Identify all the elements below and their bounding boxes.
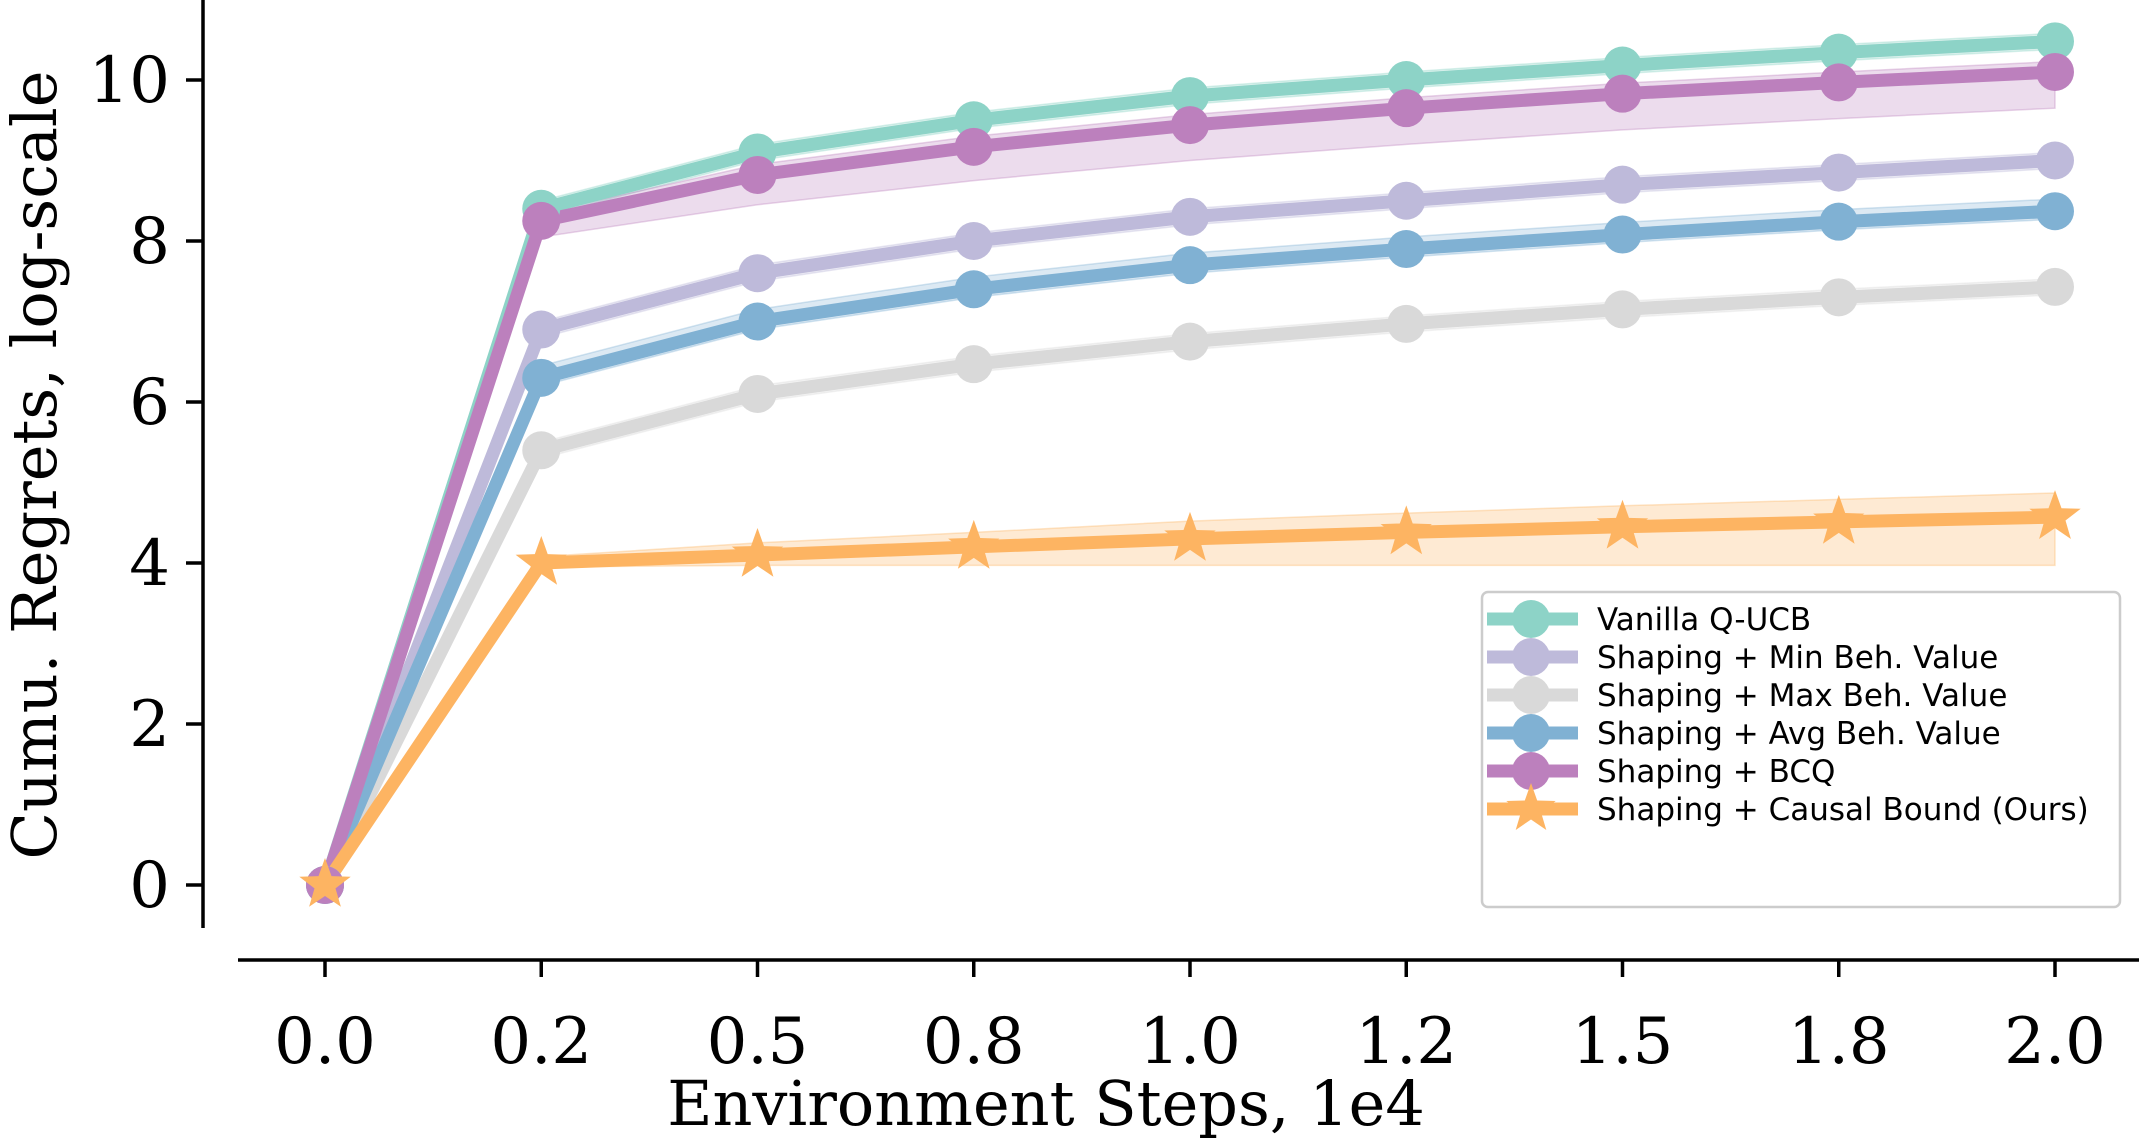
marker-shaping-causal-bound-ours-5 bbox=[1380, 505, 1432, 555]
x-tick-label-5: 1.2 bbox=[1355, 1005, 1457, 1079]
marker-shaping-causal-bound-ours-1 bbox=[515, 536, 567, 585]
marker-shaping-min-beh-value-6 bbox=[1603, 165, 1642, 204]
x-tick-label-4: 1.0 bbox=[1139, 1005, 1241, 1079]
series-markers bbox=[299, 22, 2081, 907]
x-tick-label-6: 1.5 bbox=[1572, 1005, 1674, 1079]
marker-shaping-avg-beh-value-5 bbox=[1387, 230, 1426, 269]
marker-shaping-max-beh-value-3 bbox=[954, 345, 993, 384]
legend-shaping-avg-beh-value-label: Shaping + Avg Beh. Value bbox=[1597, 716, 2001, 752]
marker-shaping-bcq-2 bbox=[738, 155, 777, 194]
x-tick-label-7: 1.8 bbox=[1788, 1005, 1890, 1079]
legend-shaping-bcq-label: Shaping + BCQ bbox=[1597, 754, 1835, 790]
legend-frame bbox=[1480, 590, 2122, 909]
marker-vanilla-q-ucb-6 bbox=[1603, 46, 1642, 85]
marker-shaping-causal-bound-ours-0 bbox=[299, 858, 351, 907]
y-tick-label-0: 0 bbox=[129, 849, 170, 923]
marker-shaping-max-beh-value-7 bbox=[1819, 278, 1858, 317]
marker-vanilla-q-ucb-7 bbox=[1819, 33, 1858, 72]
marker-shaping-avg-beh-value-8 bbox=[2036, 192, 2074, 231]
x-tick-label-2: 0.5 bbox=[707, 1005, 809, 1079]
marker-vanilla-q-ucb-8 bbox=[2036, 22, 2074, 61]
marker-shaping-min-beh-value-3 bbox=[954, 222, 993, 260]
marker-shaping-causal-bound-ours-3 bbox=[948, 519, 1000, 569]
marker-vanilla-q-ucb-3 bbox=[954, 101, 993, 140]
x-tick-label-3: 0.8 bbox=[923, 1005, 1025, 1079]
y-tick-label-5: 10 bbox=[89, 44, 170, 118]
marker-shaping-bcq-4 bbox=[1171, 106, 1209, 145]
x-tick-label-8: 2.0 bbox=[2004, 1005, 2106, 1079]
marker-shaping-causal-bound-ours-7 bbox=[1813, 494, 1865, 544]
marker-shaping-min-beh-value-2 bbox=[738, 254, 777, 293]
marker-shaping-bcq-5 bbox=[1387, 89, 1426, 128]
marker-shaping-min-beh-value-4 bbox=[1171, 197, 1209, 236]
marker-shaping-max-beh-value-1 bbox=[522, 431, 561, 470]
band-shaping-causal-bound-ours bbox=[324, 492, 2056, 886]
marker-shaping-causal-bound-ours-6 bbox=[1596, 499, 1649, 549]
legend-shaping-min-beh-value-label: Shaping + Min Beh. Value bbox=[1597, 640, 1998, 676]
marker-shaping-causal-bound-ours-2 bbox=[731, 528, 784, 577]
y-axis-title: Cumu. Regrets, log-scale bbox=[0, 71, 71, 860]
y-tick-label-4: 8 bbox=[129, 205, 170, 279]
marker-shaping-bcq-3 bbox=[954, 127, 993, 166]
y-tick-label-3: 6 bbox=[129, 366, 170, 440]
legend-shaping-causal-bound-ours-label: Shaping + Causal Bound (Ours) bbox=[1597, 792, 2089, 828]
marker-shaping-max-beh-value-8 bbox=[2036, 267, 2074, 306]
x-tick-label-1: 0.2 bbox=[490, 1005, 592, 1079]
marker-shaping-avg-beh-value-6 bbox=[1603, 215, 1642, 254]
marker-shaping-min-beh-value-7 bbox=[1819, 153, 1858, 192]
marker-shaping-min-beh-value-1 bbox=[522, 310, 561, 349]
marker-shaping-bcq-1 bbox=[522, 201, 561, 240]
legend-shaping-bcq-marker bbox=[1512, 752, 1550, 790]
marker-shaping-causal-bound-ours-4 bbox=[1164, 511, 1216, 561]
marker-shaping-avg-beh-value-2 bbox=[738, 302, 777, 341]
marker-shaping-avg-beh-value-1 bbox=[522, 358, 561, 397]
y-tick-label-1: 2 bbox=[129, 688, 170, 762]
marker-shaping-causal-bound-ours-8 bbox=[2029, 490, 2081, 539]
marker-shaping-bcq-8 bbox=[2036, 52, 2074, 91]
legend-vanilla-q-ucb-marker bbox=[1512, 600, 1550, 638]
legend-shaping-causal-bound-ours-marker bbox=[1506, 783, 1556, 830]
legend-shaping-max-beh-value-label: Shaping + Max Beh. Value bbox=[1597, 678, 2007, 714]
legend-shaping-max-beh-value-marker bbox=[1512, 676, 1550, 714]
legend-shaping-min-beh-value-marker bbox=[1512, 638, 1550, 676]
marker-shaping-min-beh-value-8 bbox=[2036, 141, 2074, 180]
marker-shaping-max-beh-value-5 bbox=[1387, 304, 1426, 343]
marker-shaping-bcq-6 bbox=[1603, 74, 1642, 113]
marker-shaping-avg-beh-value-4 bbox=[1171, 246, 1209, 285]
x-tick-label-0: 0.0 bbox=[274, 1005, 376, 1079]
marker-shaping-max-beh-value-6 bbox=[1603, 290, 1642, 329]
y-tick-label-2: 4 bbox=[129, 527, 170, 601]
x-axis-title: Environment Steps, 1e4 bbox=[667, 1067, 1425, 1140]
marker-vanilla-q-ucb-5 bbox=[1387, 61, 1426, 99]
marker-shaping-max-beh-value-2 bbox=[738, 374, 777, 413]
marker-shaping-avg-beh-value-7 bbox=[1819, 202, 1858, 241]
marker-shaping-max-beh-value-4 bbox=[1171, 322, 1209, 361]
x-ticks: 0.0 0.2 0.5 0.8 1.0 1.2 1.5 1.8 2.0 bbox=[274, 960, 2106, 1079]
legend-vanilla-q-ucb-label: Vanilla Q-UCB bbox=[1597, 602, 1811, 638]
marker-shaping-min-beh-value-5 bbox=[1387, 181, 1426, 220]
marker-vanilla-q-ucb-4 bbox=[1171, 77, 1209, 116]
marker-shaping-bcq-7 bbox=[1819, 63, 1858, 102]
legend-shaping-avg-beh-value-marker bbox=[1512, 714, 1550, 752]
marker-shaping-avg-beh-value-3 bbox=[954, 270, 993, 309]
y-ticks: 0 2 4 6 8 10 bbox=[89, 44, 203, 923]
